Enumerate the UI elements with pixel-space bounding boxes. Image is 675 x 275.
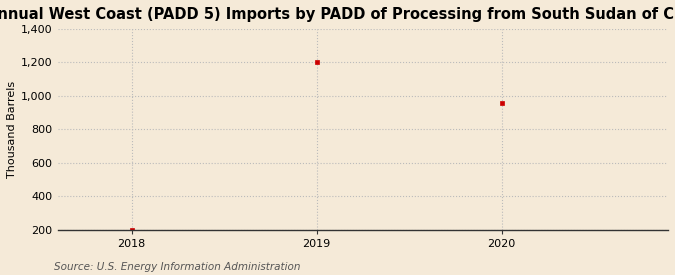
- Y-axis label: Thousand Barrels: Thousand Barrels: [7, 81, 17, 178]
- Text: Source: U.S. Energy Information Administration: Source: U.S. Energy Information Administ…: [54, 262, 300, 272]
- Title: Annual West Coast (PADD 5) Imports by PADD of Processing from South Sudan of Cru: Annual West Coast (PADD 5) Imports by PA…: [0, 7, 675, 22]
